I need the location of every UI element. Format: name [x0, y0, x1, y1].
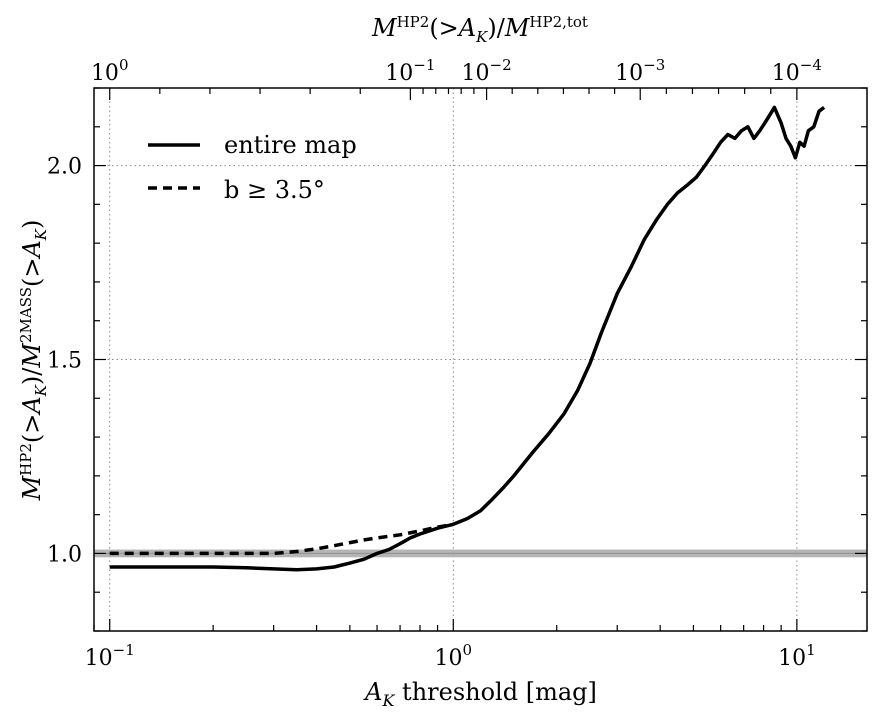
y-axis-title: MHP2(>AK)/M2MASS(>AK): [17, 220, 50, 502]
x-axis-title: AK threshold [mag]: [363, 678, 597, 710]
y-tick-label: 1.5: [47, 349, 82, 374]
reference-band: [94, 549, 867, 558]
top-axis-title: MHP2(>AK)/MHP2,tot: [371, 13, 588, 46]
top-tick-label: 10−3: [615, 56, 665, 86]
top-tick-label: 10−2: [462, 56, 512, 86]
top-tick-label: 10−1: [385, 56, 435, 86]
legend-label-entire-map: entire map: [224, 131, 357, 159]
y-tick-label: 1.0: [47, 542, 82, 567]
series-line-entire-map: [109, 105, 826, 572]
x-tick-label: 10−1: [85, 641, 135, 671]
legend: entire map b ≥ 3.5°: [148, 131, 357, 204]
y-tick-label: 2.0: [47, 155, 82, 180]
top-tick-label: 10−4: [772, 56, 822, 86]
x-tick-label: 100: [435, 641, 473, 671]
ticks: [93, 87, 867, 632]
x-tick-label: 101: [778, 641, 816, 671]
series-group: [109, 105, 826, 572]
series-line-b-cut: [109, 522, 454, 556]
legend-label-b-cut: b ≥ 3.5°: [224, 176, 325, 204]
tick-labels: 10−1 100 101 1.0 1.5 2.0 100 10−1 10−2 10−3 10−4: [47, 56, 822, 671]
top-tick-label: 100: [91, 56, 129, 86]
